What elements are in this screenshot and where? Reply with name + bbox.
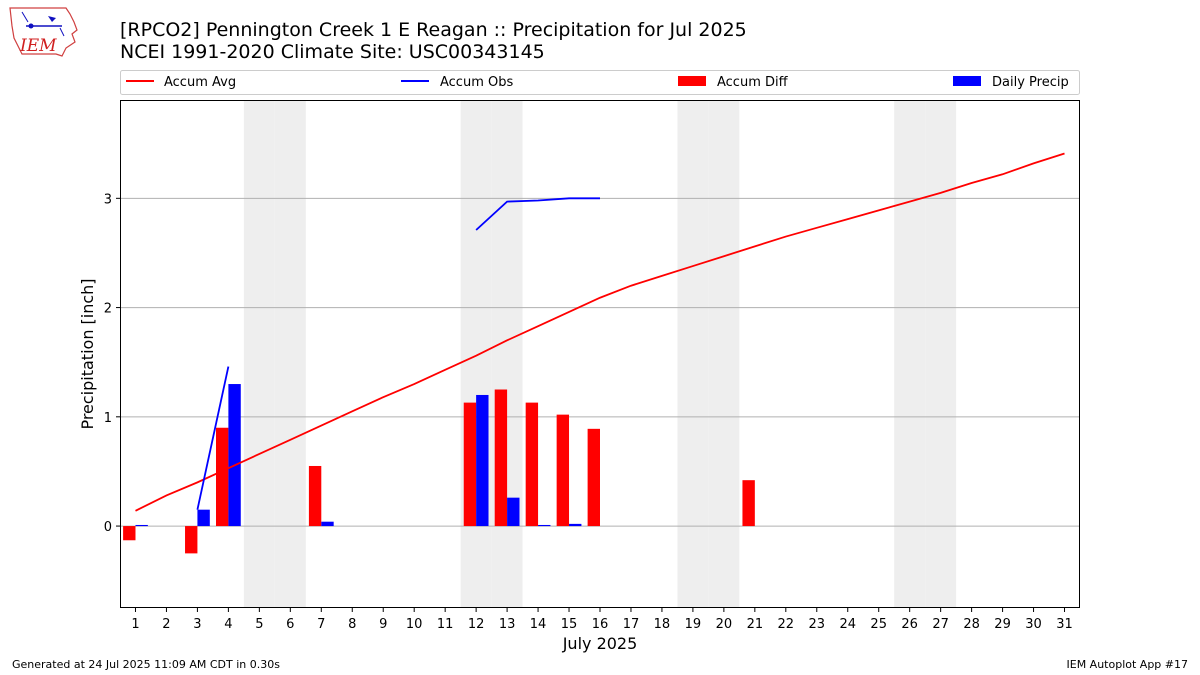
x-tick-label: 8 — [348, 617, 356, 632]
accum-diff-bar-1 — [123, 526, 136, 541]
accum-obs-line-1 — [475, 197, 600, 231]
logo-text: IEM — [19, 36, 57, 56]
accum-diff-bar-16 — [587, 428, 600, 527]
x-tick-label: 12 — [468, 617, 485, 632]
plot-frame — [120, 100, 1080, 608]
daily-precip-bar-3 — [197, 509, 210, 527]
x-tick-label: 2 — [162, 617, 170, 632]
weekend-shading — [243, 100, 957, 608]
legend-swatch-daily-precip — [953, 76, 981, 86]
accum-diff-bar-7 — [308, 465, 322, 527]
accum-diff-bar-21 — [742, 480, 755, 527]
x-tick-label: 22 — [778, 617, 795, 632]
x-tick-label: 3 — [193, 617, 201, 632]
daily-precip-bar-12 — [476, 394, 489, 527]
daily-precip-bar-1 — [135, 524, 148, 527]
x-tick-label: 28 — [963, 617, 980, 632]
x-tick-label: 27 — [932, 617, 949, 632]
footer-app: IEM Autoplot App #17 — [1066, 658, 1189, 671]
x-axis-label: July 2025 — [562, 634, 638, 653]
x-tick-label: 19 — [685, 617, 702, 632]
accum-diff-bar-13 — [494, 389, 508, 527]
x-tick-label: 13 — [499, 617, 516, 632]
x-tick-label: 9 — [379, 617, 387, 632]
accum-obs-line-0 — [196, 366, 230, 510]
x-axis: 1 2 3 4 5 6 7 8 9 10 11 12 13 14 15 16 17 18 19 20 21 22 23 24 2… — [131, 608, 1073, 632]
accum-diff-bar-12 — [463, 402, 477, 527]
x-tick-label: 16 — [592, 617, 609, 632]
legend-label-accum-avg: Accum Avg — [164, 75, 236, 90]
x-tick-label: 31 — [1056, 617, 1073, 632]
x-tick-label: 30 — [1025, 617, 1042, 632]
weekend-band-5 — [243, 100, 275, 608]
x-tick-label: 7 — [317, 617, 325, 632]
y-tick-label: 2 — [104, 302, 112, 317]
x-tick-label: 6 — [286, 617, 294, 632]
accum-avg-line-0 — [135, 152, 1065, 512]
weekend-band-20 — [708, 100, 740, 608]
x-tick-label: 20 — [716, 617, 733, 632]
x-tick-label: 26 — [901, 617, 918, 632]
bars — [123, 384, 755, 554]
daily-precip-bar-4 — [228, 384, 241, 527]
x-tick-label: 15 — [561, 617, 578, 632]
series-lines — [135, 152, 1065, 512]
weekend-band-13 — [491, 100, 523, 608]
weekend-band-6 — [274, 100, 306, 608]
accum-diff-bar-4 — [216, 427, 229, 527]
accum-diff-bar-15 — [556, 414, 570, 527]
accum-diff-bar-14 — [525, 402, 539, 527]
legend-label-daily-precip: Daily Precip — [992, 75, 1069, 90]
x-tick-label: 17 — [623, 617, 640, 632]
x-tick-label: 25 — [870, 617, 887, 632]
x-tick-label: 14 — [530, 617, 547, 632]
daily-precip-bar-14 — [538, 524, 551, 527]
legend-label-accum-obs: Accum Obs — [440, 75, 513, 90]
weekend-band-27 — [925, 100, 957, 608]
weekend-band-12 — [460, 100, 492, 608]
accum-diff-bar-3 — [185, 526, 198, 554]
chart-subtitle: NCEI 1991-2020 Climate Site: USC00343145 — [120, 41, 545, 63]
x-tick-label: 29 — [994, 617, 1011, 632]
y-tick-label: 1 — [104, 411, 112, 426]
legend-box — [120, 70, 1080, 95]
y-axis-label: Precipitation [inch] — [78, 278, 97, 429]
weekend-band-19 — [677, 100, 709, 608]
daily-precip-bar-15 — [569, 523, 582, 527]
chart-title: [RPCO2] Pennington Creek 1 E Reagan :: P… — [120, 19, 747, 41]
footer-generated: Generated at 24 Jul 2025 11:09 AM CDT in… — [12, 658, 280, 671]
legend-swatch-accum-diff — [678, 76, 706, 86]
x-tick-label: 21 — [747, 617, 764, 632]
x-tick-label: 10 — [406, 617, 423, 632]
daily-precip-bar-7 — [321, 521, 334, 527]
x-tick-label: 24 — [839, 617, 856, 632]
x-tick-label: 1 — [131, 617, 139, 632]
x-tick-label: 11 — [437, 617, 454, 632]
x-tick-label: 23 — [809, 617, 826, 632]
y-tick-label: 3 — [104, 192, 112, 207]
iem-logo: IEM — [9, 7, 78, 57]
x-tick-label: 18 — [654, 617, 671, 632]
weekend-band-26 — [894, 100, 926, 608]
legend: Accum Avg Accum Obs Accum Diff Daily Pre… — [120, 70, 1080, 95]
daily-precip-bar-13 — [507, 497, 520, 527]
x-tick-label: 4 — [224, 617, 232, 632]
y-axis: 0 1 2 3 — [104, 192, 120, 535]
legend-label-accum-diff: Accum Diff — [717, 75, 789, 90]
y-tick-label: 0 — [104, 520, 112, 535]
x-tick-label: 5 — [255, 617, 263, 632]
